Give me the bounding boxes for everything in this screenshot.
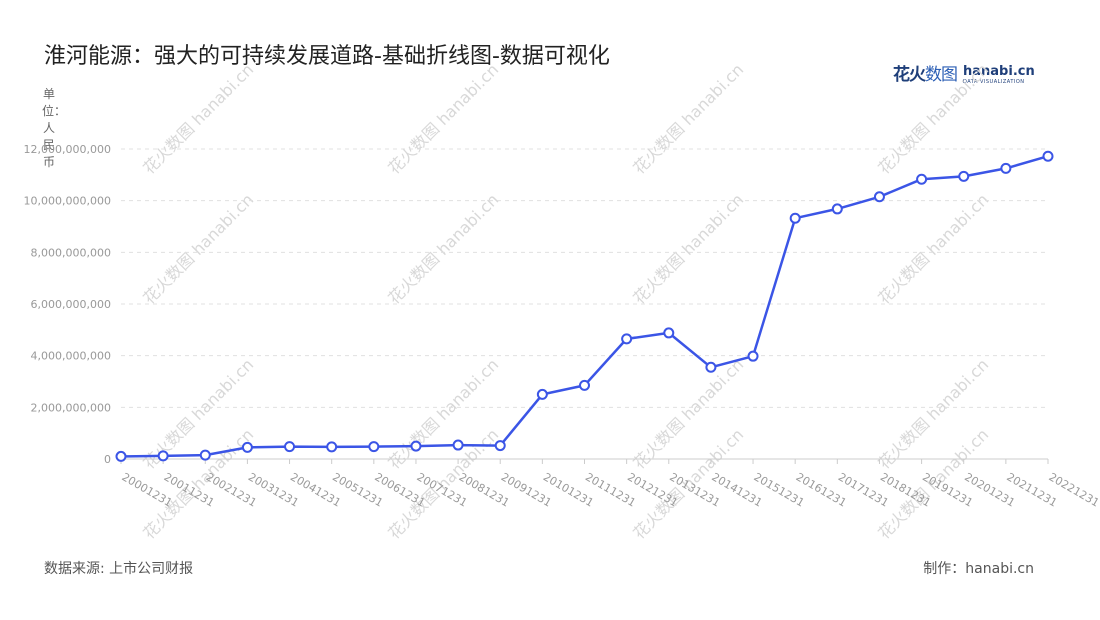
data-point: [958, 170, 970, 182]
hanabi-logo: 花火数图 hanabi.cn DATA VISUALIZATION: [893, 60, 1035, 85]
logo-tagline: DATA VISUALIZATION: [963, 79, 1025, 85]
logo-cn-text: 花火数图: [893, 60, 958, 85]
data-point: [621, 333, 633, 345]
grid-lines: [121, 148, 1048, 408]
y-tick-label: 12,000,000,000: [24, 143, 111, 156]
credit-note: 制作：hanabi.cn: [923, 561, 1034, 577]
y-axis-unit-label: 单位：人民币: [42, 87, 67, 169]
watermark-text: 花火数图 hanabi.cn: [384, 60, 502, 178]
data-point: [747, 350, 759, 362]
watermark-text: 花火数图 hanabi.cn: [874, 60, 992, 178]
data-point: [831, 203, 843, 215]
y-tick-label: 0: [104, 453, 111, 466]
y-tick-label: 2,000,000,000: [31, 401, 111, 414]
data-point: [284, 441, 296, 453]
data-point: [452, 439, 464, 451]
logo-cn-light: 数图: [925, 65, 958, 85]
series-line: [120, 154, 1049, 458]
watermark-text: 花火数图 hanabi.cn: [384, 190, 502, 308]
watermark-text: 花火数图 hanabi.cn: [629, 190, 747, 308]
data-point: [368, 441, 380, 453]
y-tick-label: 10,000,000,000: [24, 195, 111, 208]
data-point: [1042, 150, 1054, 162]
y-axis-ticks: 0 2,000,000,000 4,000,000,000 6,000,000,000…: [24, 143, 111, 466]
data-point: [1000, 162, 1012, 174]
logo-cn-bold: 花火: [893, 65, 926, 85]
data-point: [705, 361, 717, 373]
data-point: [916, 173, 928, 185]
data-point: [157, 450, 169, 462]
data-point: [663, 327, 675, 339]
data-point: [789, 212, 801, 224]
data-point: [410, 440, 422, 452]
data-point: [873, 191, 885, 203]
watermark-text: 花火数图 hanabi.cn: [139, 190, 257, 308]
watermark-text: 花火数图 hanabi.cn: [874, 190, 992, 308]
data-point: [494, 440, 506, 452]
data-source-note: 数据来源: 上市公司财报: [44, 561, 194, 577]
data-point: [579, 379, 590, 391]
y-tick-label: 4,000,000,000: [31, 350, 111, 363]
data-points: [115, 150, 1054, 462]
watermark-text: 花火数图 hanabi.cn: [629, 60, 747, 178]
y-tick-label: 6,000,000,000: [31, 298, 111, 311]
watermark-layer: 花火数图 hanabi.cn 花火数图 hanabi.cn 花火数图 hanabi.…: [139, 60, 992, 543]
data-point: [536, 388, 548, 400]
chart-title: 淮河能源：强大的可持续发展道路-基础折线图-数据可视化: [44, 44, 610, 69]
data-point: [241, 441, 253, 453]
watermark-text: 花火数图 hanabi.cn: [139, 60, 257, 178]
data-point: [326, 441, 338, 453]
data-point: [115, 450, 127, 462]
logo-en-text: hanabi.cn DATA VISUALIZATION: [963, 65, 1035, 85]
y-tick-label: 8,000,000,000: [31, 246, 111, 259]
data-point: [199, 449, 211, 461]
logo-domain: hanabi.cn: [963, 64, 1035, 79]
